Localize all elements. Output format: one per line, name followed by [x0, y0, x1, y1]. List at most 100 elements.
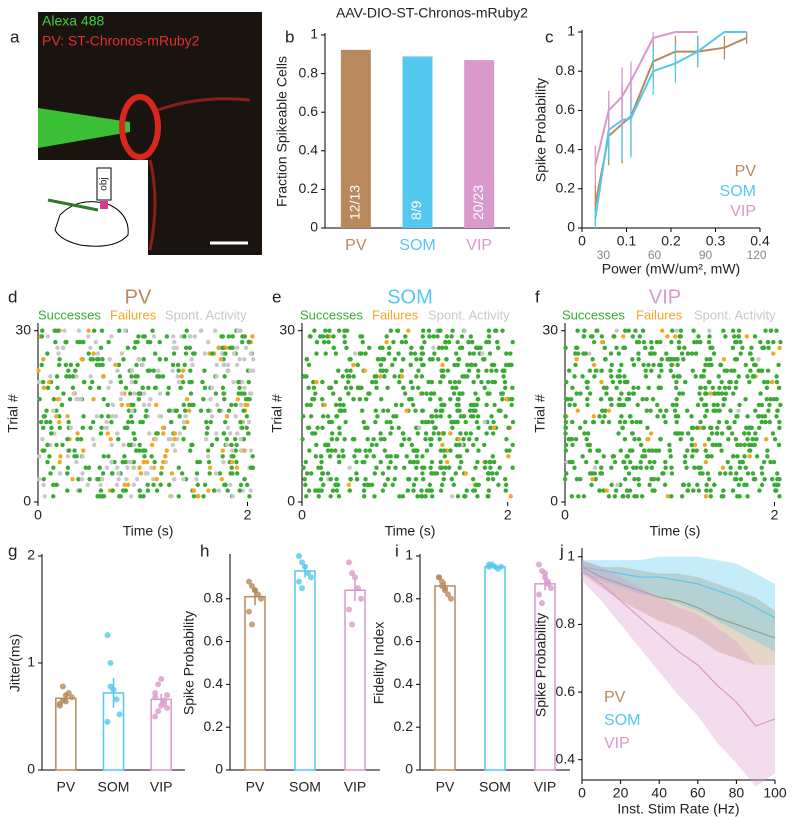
raster-dot: [311, 385, 317, 391]
raster-dot: [638, 459, 643, 465]
y-tick-label: 0.2: [556, 180, 576, 196]
y-tick-label: 0.8: [556, 62, 576, 78]
raster-dot: [708, 357, 713, 362]
raster-dot: [172, 436, 177, 442]
raster-dot: [63, 362, 69, 368]
raster-dot: [409, 397, 414, 402]
raster-dot: [765, 379, 770, 385]
raster-dot: [772, 482, 777, 488]
raster-dot: [88, 345, 93, 351]
raster-dot: [179, 374, 184, 379]
y-tick-label: 1: [27, 654, 35, 670]
raster-dot: [241, 436, 246, 442]
raster-dot: [438, 488, 444, 493]
raster-dot: [422, 339, 427, 345]
raster-dot: [366, 391, 371, 396]
raster-dot: [703, 494, 709, 499]
raster-dot: [101, 397, 106, 402]
raster-dot: [96, 385, 102, 391]
raster-dot: [215, 402, 220, 408]
raster-dot: [750, 357, 755, 362]
raster-dot: [476, 448, 481, 453]
raster-dot: [635, 402, 640, 408]
raster-dot: [363, 351, 368, 356]
raster-dot: [738, 351, 743, 356]
raster-dot: [638, 442, 644, 448]
raster-dot: [198, 408, 204, 413]
raster-dot: [336, 494, 342, 499]
raster-dot: [94, 414, 99, 419]
raster-dot: [455, 494, 461, 499]
raster-dot: [318, 454, 324, 459]
raster-dot: [87, 476, 92, 482]
raster-dot: [182, 408, 188, 413]
raster-dot: [143, 414, 148, 419]
raster-dot: [213, 471, 219, 476]
y-tick-label: 1: [567, 547, 575, 563]
raster-dot: [74, 459, 79, 465]
y-tick-label: 2: [27, 547, 35, 563]
raster-dot: [504, 397, 509, 402]
raster-dot: [382, 436, 387, 442]
raster-dot: [374, 374, 379, 379]
raster-dot: [388, 419, 393, 425]
raster-dot: [397, 494, 402, 499]
raster-dot: [592, 471, 597, 476]
data-point: [104, 718, 111, 725]
raster-dot: [565, 397, 570, 402]
raster-dot: [420, 471, 425, 476]
raster-dot: [419, 488, 424, 493]
raster-dot: [169, 419, 174, 425]
raster-dot: [455, 339, 460, 345]
raster-dot: [401, 385, 406, 391]
raster-dot: [237, 488, 242, 493]
raster-dot: [624, 488, 630, 493]
raster-dot: [234, 442, 239, 448]
raster-dot: [738, 339, 743, 345]
raster-dot: [457, 454, 463, 459]
raster-dot: [448, 431, 453, 436]
raster-dot: [325, 448, 331, 453]
raster-dot: [171, 476, 177, 482]
raster-dot: [490, 471, 495, 476]
raster-dot: [653, 448, 659, 453]
legend-label: SOM: [604, 712, 640, 729]
raster-dot: [75, 339, 80, 345]
raster-dot: [464, 488, 469, 493]
raster-dot: [206, 488, 211, 493]
raster-dot: [362, 368, 368, 373]
value-label: 12/13: [347, 185, 363, 220]
series-line: [581, 566, 776, 619]
raster-dot: [234, 465, 240, 470]
raster-dot: [110, 402, 116, 408]
data-point: [164, 692, 171, 699]
raster-dot: [430, 419, 435, 425]
raster-dot: [644, 408, 649, 413]
raster-dot: [690, 488, 696, 493]
data-point: [113, 696, 120, 703]
raster-dot: [378, 431, 383, 436]
data-point: [442, 587, 448, 594]
raster-dot: [504, 351, 509, 356]
raster-dot: [80, 425, 86, 430]
raster-dot: [423, 431, 429, 436]
raster-dot: [736, 328, 742, 333]
raster-dot: [564, 471, 569, 476]
raster-dot: [623, 465, 629, 470]
raster-dot: [230, 448, 235, 453]
raster-dot: [352, 436, 357, 442]
raster-dot: [173, 408, 178, 413]
raster-dot: [474, 345, 479, 351]
data-point: [302, 563, 308, 570]
raster-dot: [51, 482, 56, 488]
raster-dot: [393, 402, 399, 408]
raster-dot: [192, 351, 197, 356]
raster-dot: [614, 385, 619, 391]
raster-dot: [486, 488, 492, 493]
raster-dot: [135, 339, 140, 345]
raster-dot: [621, 459, 626, 465]
raster-dot: [122, 454, 127, 459]
raster-dot: [131, 465, 136, 470]
raster-dot: [675, 414, 681, 419]
raster-dot: [508, 494, 513, 499]
